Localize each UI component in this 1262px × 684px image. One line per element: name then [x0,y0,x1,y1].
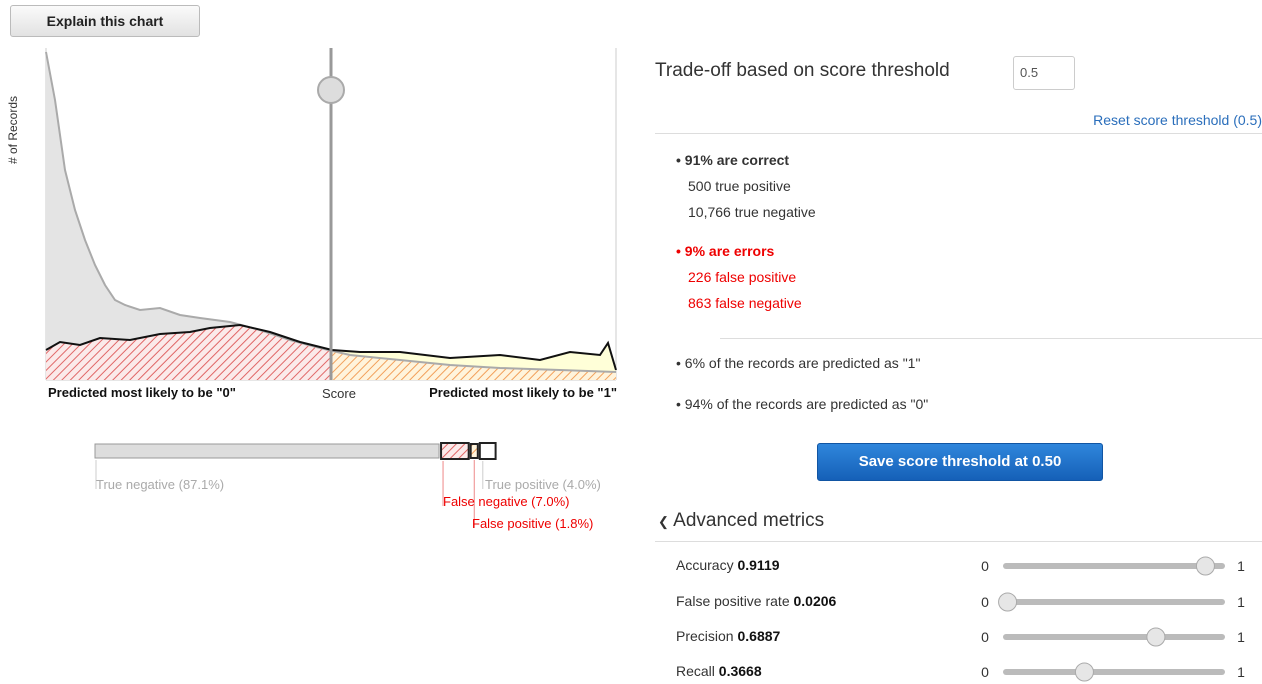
breakdown-label: False positive (1.8%) [472,516,594,531]
predicted-line: 6% of the records are predicted as "1" [676,350,921,376]
errors-list: 9% are errors 226 false positive 863 fal… [676,238,802,316]
breakdown-segment [478,442,497,460]
divider [655,133,1262,134]
metric-name: Accuracy [676,557,734,573]
reset-link[interactable]: Reset score threshold (0.5) [1093,112,1262,128]
metric-name: Recall [676,663,715,679]
advanced-toggle[interactable]: ❮ Advanced metrics [658,510,825,531]
metric-row: Accuracy 0.9119 [676,557,780,573]
correct-line: 500 true positive [688,178,791,194]
metric-row: False positive rate 0.0206 [676,593,836,609]
errors-heading: 9% are errors [676,238,802,264]
correct-line: 10,766 true negative [688,204,816,220]
divider [655,541,1262,542]
false-negative-area [46,325,332,380]
tradeoff-title: Trade-off based on score threshold [655,60,950,81]
negative-curve [45,51,617,373]
slider-track [1003,563,1225,569]
center-label: Score [322,386,356,401]
metric-sliders: 0 1 0 1 0 1 0 1 [981,556,1245,682]
slider-max: 1 [1237,594,1245,610]
false-positive-area [332,352,616,380]
threshold-handle[interactable] [317,76,345,104]
divider [720,338,1262,339]
breakdown-segment [440,442,470,460]
slider-max: 1 [1237,629,1245,645]
slider-track [1003,634,1225,640]
breakdown-segment [469,443,479,459]
correct-list: 91% are correct 500 true positive 10,766… [676,147,816,225]
slider-min: 0 [981,594,989,610]
slider-min: 0 [981,664,989,680]
slider-max: 1 [1237,664,1245,680]
slider-track [1003,599,1225,605]
left-label: Predicted most likely to be "0" [48,385,236,400]
distribution-chart [45,48,617,528]
advanced-title: Advanced metrics [673,510,825,531]
errors-line: 863 false negative [688,295,802,311]
breakdown-label: True positive (4.0%) [485,477,601,492]
slider-min: 0 [981,558,989,574]
slider-track [1003,669,1225,675]
metric-name: False positive rate [676,593,790,609]
threshold-input[interactable]: 0.5 [1013,56,1075,90]
save-button[interactable]: Save score threshold at 0.50 [817,443,1103,481]
breakdown-label: False negative (7.0%) [443,494,570,509]
errors-line: 226 false positive [688,269,797,285]
metric-value: 0.3668 [718,663,762,679]
metric-name: Precision [676,628,734,644]
metric-value: 0.0206 [793,593,837,609]
positive-curve [45,323,617,371]
slider-max: 1 [1237,558,1245,574]
slider-knob[interactable] [1074,662,1094,682]
slider-knob[interactable] [1146,627,1166,647]
slider-knob[interactable] [998,592,1018,612]
metric-value: 0.6887 [737,628,781,644]
metric-value: 0.9119 [737,557,780,573]
predicted-line: 94% of the records are predicted as "0" [676,391,928,417]
slider-knob[interactable] [1195,556,1215,576]
metric-row: Precision 0.6887 [676,628,780,644]
breakdown-label: True negative (87.1%) [96,477,225,492]
y-axis-label: # of Records [6,95,20,165]
right-label: Predicted most likely to be "1" [429,385,617,400]
metric-row: Recall 0.3668 [676,663,762,679]
breakdown-segment [94,443,440,459]
slider-min: 0 [981,629,989,645]
correct-heading: 91% are correct [676,147,816,173]
explain-button[interactable]: Explain this chart [10,5,200,37]
